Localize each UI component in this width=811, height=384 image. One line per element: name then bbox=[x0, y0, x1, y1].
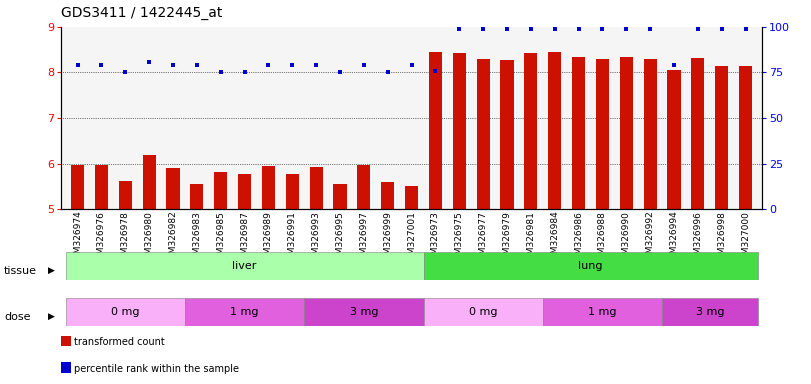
Point bbox=[238, 70, 251, 76]
Bar bbox=[500, 60, 513, 209]
Text: GDS3411 / 1422445_at: GDS3411 / 1422445_at bbox=[61, 6, 222, 20]
Bar bbox=[477, 59, 490, 209]
Bar bbox=[118, 181, 132, 209]
Bar bbox=[191, 184, 204, 209]
Text: ▶: ▶ bbox=[49, 312, 55, 321]
Bar bbox=[572, 56, 586, 209]
Bar bbox=[185, 298, 304, 326]
Point bbox=[214, 70, 227, 76]
Bar bbox=[95, 165, 108, 209]
Bar bbox=[262, 166, 275, 209]
Bar bbox=[644, 59, 657, 209]
Text: 0 mg: 0 mg bbox=[469, 307, 497, 317]
Bar bbox=[423, 252, 757, 280]
Point bbox=[285, 62, 298, 68]
Bar bbox=[71, 165, 84, 209]
Text: lung: lung bbox=[578, 261, 603, 271]
Point bbox=[596, 26, 609, 32]
Point bbox=[548, 26, 561, 32]
Text: 0 mg: 0 mg bbox=[111, 307, 139, 317]
Bar bbox=[453, 53, 466, 209]
Bar bbox=[691, 58, 705, 209]
Text: 3 mg: 3 mg bbox=[696, 307, 724, 317]
Bar bbox=[166, 168, 179, 209]
Point bbox=[620, 26, 633, 32]
Point bbox=[191, 62, 204, 68]
Text: 1 mg: 1 mg bbox=[230, 307, 259, 317]
Point bbox=[739, 26, 752, 32]
Point bbox=[429, 68, 442, 74]
Text: liver: liver bbox=[233, 261, 257, 271]
Bar bbox=[548, 52, 561, 209]
Bar bbox=[423, 298, 543, 326]
Point bbox=[500, 26, 513, 32]
Point bbox=[118, 70, 131, 76]
Point bbox=[453, 26, 466, 32]
Point bbox=[262, 62, 275, 68]
Bar bbox=[715, 66, 728, 209]
Text: dose: dose bbox=[4, 312, 31, 322]
Point bbox=[95, 62, 108, 68]
Point bbox=[333, 70, 346, 76]
Point bbox=[405, 62, 418, 68]
Bar bbox=[739, 66, 752, 209]
Point bbox=[692, 26, 705, 32]
Text: ▶: ▶ bbox=[49, 266, 55, 275]
Text: 3 mg: 3 mg bbox=[350, 307, 378, 317]
Bar bbox=[358, 165, 371, 209]
Point bbox=[715, 26, 728, 32]
Text: tissue: tissue bbox=[4, 266, 37, 276]
Bar bbox=[238, 174, 251, 209]
Bar bbox=[405, 187, 418, 209]
Bar bbox=[667, 70, 680, 209]
Point bbox=[644, 26, 657, 32]
Bar bbox=[304, 298, 423, 326]
Bar bbox=[620, 56, 633, 209]
Text: percentile rank within the sample: percentile rank within the sample bbox=[74, 364, 238, 374]
Point bbox=[143, 58, 156, 65]
Point bbox=[381, 70, 394, 76]
Bar bbox=[66, 298, 185, 326]
Point bbox=[358, 62, 371, 68]
Text: transformed count: transformed count bbox=[74, 337, 165, 347]
Bar bbox=[543, 298, 662, 326]
Bar bbox=[285, 174, 298, 209]
Point bbox=[667, 62, 680, 68]
Point bbox=[477, 26, 490, 32]
Bar bbox=[525, 53, 538, 209]
Bar bbox=[662, 298, 757, 326]
Point bbox=[166, 62, 179, 68]
Bar bbox=[381, 182, 394, 209]
Bar bbox=[429, 52, 442, 209]
Point bbox=[310, 62, 323, 68]
Bar bbox=[143, 156, 156, 209]
Bar bbox=[310, 167, 323, 209]
Point bbox=[71, 62, 84, 68]
Bar bbox=[66, 252, 423, 280]
Bar bbox=[214, 172, 227, 209]
Text: 1 mg: 1 mg bbox=[588, 307, 616, 317]
Point bbox=[572, 26, 585, 32]
Point bbox=[525, 26, 538, 32]
Bar bbox=[596, 59, 609, 209]
Bar bbox=[333, 184, 346, 209]
